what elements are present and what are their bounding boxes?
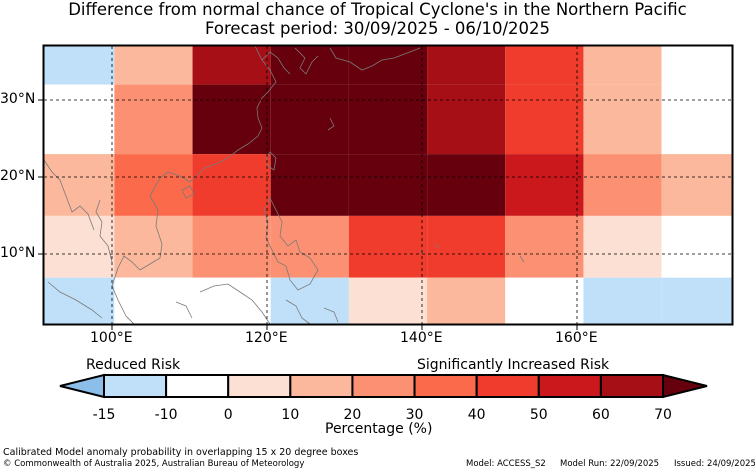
legend-color-box [289, 374, 354, 398]
risk-cell [427, 46, 506, 85]
legend-tick-label: 10 [281, 407, 300, 423]
risk-cell [661, 84, 732, 155]
risk-cell [114, 215, 193, 278]
risk-cell [661, 277, 732, 324]
lat-label-20n: 20°N [0, 168, 36, 184]
footer-model: Model: ACCESS_S2 [466, 459, 546, 469]
risk-cell [192, 277, 271, 324]
forecast-period-subtitle: Forecast period: 30/09/2025 - 06/10/2025 [204, 19, 551, 38]
legend-axis-label: Percentage (%) [325, 421, 433, 437]
legend-color-box [103, 374, 168, 398]
legend-increased-risk-caption: Significantly Increased Risk [417, 357, 610, 373]
lat-label-30n: 30°N [0, 91, 36, 107]
lon-ticks [111, 325, 578, 330]
risk-cell [114, 46, 193, 85]
legend-tick-label: 70 [654, 407, 672, 423]
lon-label-100e: 100°E [90, 330, 133, 346]
lon-label-120e: 120°E [245, 330, 288, 346]
risk-cell [348, 46, 428, 85]
footer-issued: Issued: 24/09/2025 [674, 459, 755, 469]
risk-cell [427, 154, 506, 216]
legend-tick-label: 30 [405, 407, 424, 423]
footer-note: Calibrated Model anomaly probability in … [3, 447, 359, 458]
legend-color-box [413, 374, 478, 398]
risk-cell [44, 277, 115, 324]
legend-color-box [475, 374, 540, 398]
legend-color-box [165, 374, 230, 398]
risk-cell [270, 277, 349, 324]
risk-cell [114, 84, 193, 155]
risk-cell [192, 154, 271, 216]
legend-reduced-risk-caption: Reduced Risk [86, 357, 181, 373]
legend-color-box [351, 374, 416, 398]
risk-cell [661, 154, 732, 216]
legend-tick-label: 60 [591, 407, 610, 423]
risk-cell [661, 46, 732, 85]
risk-cell [505, 84, 584, 155]
risk-cell [583, 84, 662, 155]
risk-cell [270, 154, 349, 216]
risk-cell [427, 277, 506, 324]
risk-cell [348, 277, 428, 324]
risk-cell [427, 215, 506, 278]
risk-cell [505, 46, 584, 85]
risk-cell [348, 84, 428, 155]
risk-cell [505, 277, 584, 324]
risk-cell [192, 46, 271, 85]
lon-label-160e: 160°E [555, 330, 598, 346]
risk-cells [44, 46, 732, 324]
risk-cell [505, 154, 584, 216]
lat-ticks [38, 99, 43, 255]
risk-cell [192, 215, 271, 278]
risk-cell [427, 84, 506, 155]
coastline [43, 45, 525, 325]
legend-tick-label: 50 [529, 407, 548, 423]
map-title: Difference from normal chance of Tropica… [68, 0, 687, 19]
risk-cell [44, 154, 115, 216]
risk-cell [348, 154, 428, 216]
lat-label-10n: 10°N [0, 245, 36, 261]
legend-color-box [227, 374, 292, 398]
legend-tick-label: -15 [92, 407, 116, 423]
legend-tick-label: 40 [467, 407, 486, 423]
legend-colorbar [59, 373, 708, 399]
risk-cell [583, 215, 662, 278]
risk-cell [661, 215, 732, 278]
risk-cell [192, 84, 271, 155]
lon-label-140e: 140°E [400, 330, 443, 346]
legend-tick-label: 0 [223, 407, 233, 423]
risk-cell [270, 46, 349, 85]
risk-cell [44, 84, 115, 155]
legend-tick-label: 20 [343, 407, 362, 423]
risk-cell [44, 215, 115, 278]
risk-cell [44, 46, 115, 85]
legend-tick-label: -10 [154, 407, 178, 423]
risk-cell [583, 46, 662, 85]
legend-color-box [537, 374, 602, 398]
map-frame [42, 44, 734, 326]
lat-lon-gridlines [44, 46, 732, 324]
risk-cell [348, 215, 428, 278]
risk-cell [114, 277, 193, 324]
legend-color-box [599, 374, 665, 398]
risk-cell [583, 277, 662, 324]
footer-copyright: © Commonwealth of Australia 2025, Austra… [3, 459, 305, 469]
risk-cell [114, 154, 193, 216]
footer-model-run: Model Run: 22/09/2025 [560, 459, 660, 469]
risk-cell [270, 84, 349, 155]
legend-arrow-high [662, 373, 708, 399]
risk-cell [270, 215, 349, 278]
legend-arrow-low [59, 373, 105, 399]
risk-cell [505, 215, 584, 278]
risk-cell [583, 154, 662, 216]
